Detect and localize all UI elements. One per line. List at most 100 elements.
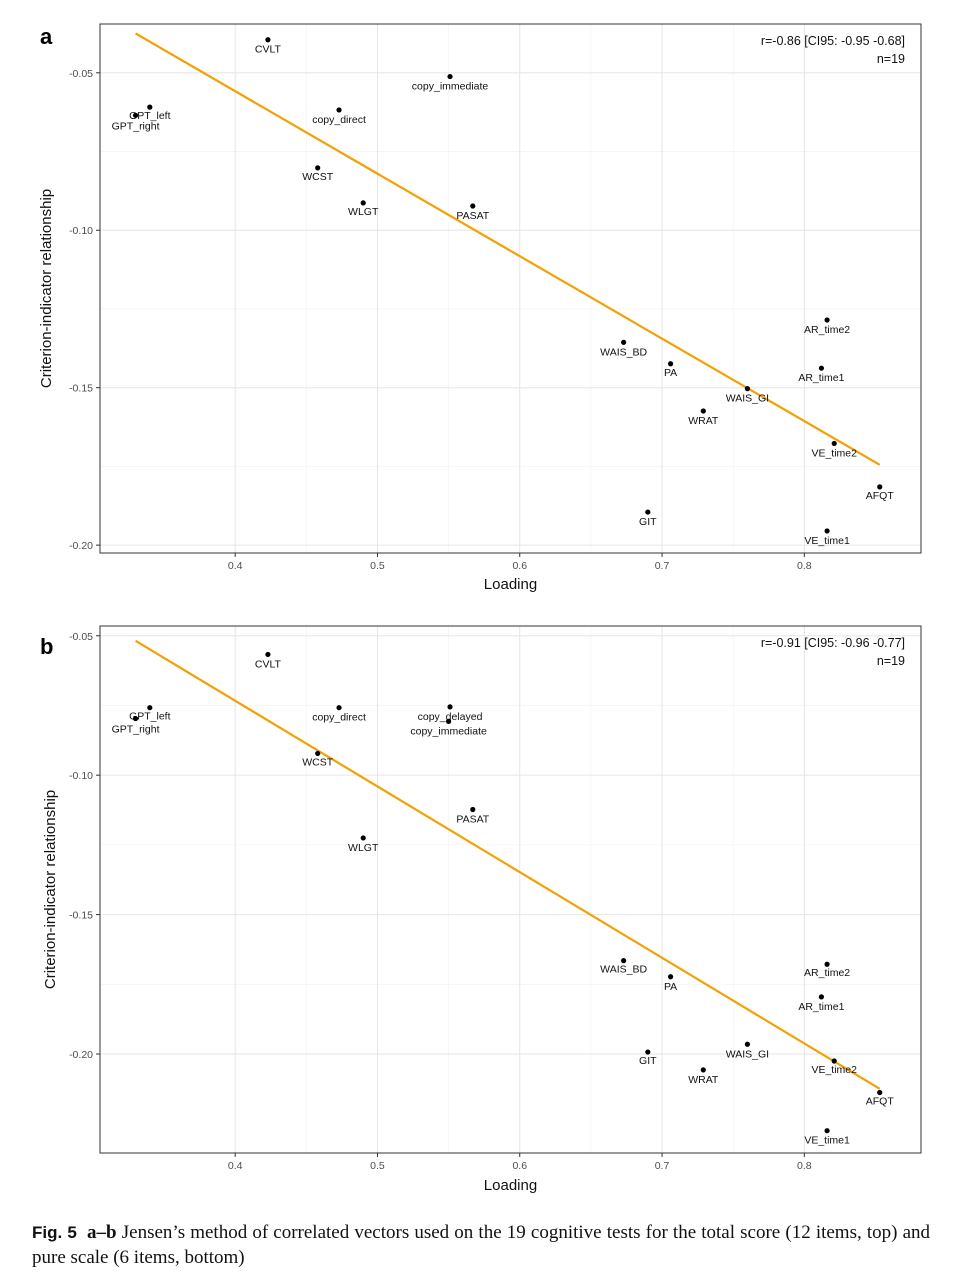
x-tick-label: 0.6 [512,1160,527,1172]
point-label: WCST [302,171,333,183]
data-point [818,365,824,371]
data-point [824,528,830,534]
data-point [360,835,366,841]
y-tick-label: -0.20 [69,540,93,552]
figure: CVLTcopy_immediatecopy_directGPT_leftGPT… [38,23,922,1194]
point-label: WAIS_GI [726,393,769,405]
point-label: WRAT [688,1074,719,1086]
point-label: AR_time1 [798,1001,844,1013]
y-tick-label: -0.20 [69,1049,93,1061]
stats-annotation: n=19 [877,52,905,66]
point-label: WAIS_GI [726,1048,769,1060]
data-point [877,484,883,490]
point-label: copy_direct [312,114,366,126]
y-tick-label: -0.05 [69,68,93,80]
x-tick-label: 0.4 [228,1160,243,1172]
caption-panels: a–b [87,1222,117,1243]
point-label: GPT_left [129,711,171,723]
point-label: WLGT [348,842,379,854]
point-label: AFQT [866,490,895,502]
point-label: AR_time1 [798,372,844,384]
point-label: PASAT [456,813,489,825]
x-tick-label: 0.6 [512,560,527,572]
x-tick-label: 0.5 [370,560,385,572]
data-point [336,705,342,711]
y-axis-title: Criterion-indicator relationship [42,790,59,989]
x-tick-label: 0.5 [370,1160,385,1172]
point-label: GPT_right [112,724,160,736]
data-point [667,361,674,367]
data-point [265,651,271,658]
regression-line [135,639,881,1090]
data-point [132,112,139,118]
plot-area [100,626,921,1153]
data-point [621,339,627,345]
point-label: copy_immediate [412,81,489,93]
data-point [744,1041,751,1047]
point-label: PA [664,981,677,993]
data-point [132,715,139,722]
data-point [470,806,476,813]
data-point [824,1128,830,1134]
point-label: VE_time2 [811,1064,857,1076]
data-point [831,440,837,447]
point-label: GPT_left [129,110,171,122]
data-point [744,386,751,392]
data-point [831,1058,837,1064]
data-point [877,1089,883,1096]
y-tick-label: -0.15 [69,910,93,922]
data-point [336,107,342,113]
point-label: copy_delayed [418,711,483,723]
data-point [621,958,627,964]
figure-caption: Fig. 5 a–b Jensen’s method of correlated… [32,1220,930,1270]
data-point [645,509,651,515]
panel-letter: a [40,24,53,49]
y-tick-label: -0.15 [69,383,93,395]
point-label: PASAT [456,210,489,222]
data-point [147,705,153,711]
point-label: AFQT [866,1095,895,1107]
regression-line [135,32,881,466]
point-label: WCST [302,756,333,768]
plot-area [100,24,921,553]
data-point [360,200,366,206]
stats-annotation: n=19 [877,654,905,668]
x-tick-label: 0.8 [797,1160,812,1172]
data-point [700,408,706,414]
point-label: AR_time2 [804,967,850,979]
x-tick-label: 0.4 [228,560,243,572]
x-axis-title: Loading [484,1177,537,1194]
point-label: AR_time2 [804,324,850,336]
y-axis-title: Criterion-indicator relationship [38,189,55,388]
y-tick-label: -0.10 [69,225,93,237]
point-label: PA [664,367,677,379]
plot-border [99,23,922,554]
x-axis-title: Loading [484,576,537,593]
point-label: WRAT [688,415,719,427]
plot-border [99,625,922,1154]
y-tick-label: -0.10 [69,770,93,782]
data-point [667,974,674,980]
point-label: WLGT [348,206,379,218]
data-point [265,37,271,43]
x-tick-label: 0.8 [797,560,812,572]
data-point [470,203,476,209]
point-label: GPT_right [112,120,160,132]
data-point [447,73,453,80]
point-label: VE_time2 [811,447,857,459]
data-point [446,718,452,724]
data-point [315,165,321,171]
point-label: GIT [639,516,657,528]
stats-annotation: r=-0.86 [CI95: -0.95 -0.68] [761,34,905,48]
data-point [700,1067,706,1073]
data-point [447,704,453,710]
data-point [645,1049,651,1055]
y-tick-label: -0.05 [69,631,93,643]
point-label: copy_direct [312,712,366,724]
panel-letter: b [40,634,53,659]
data-point [818,994,824,1000]
x-tick-label: 0.7 [655,560,670,572]
point-label: WAIS_BD [600,964,647,976]
point-label: WAIS_BD [600,346,647,358]
caption-text: Jensen’s method of correlated vectors us… [32,1222,931,1268]
